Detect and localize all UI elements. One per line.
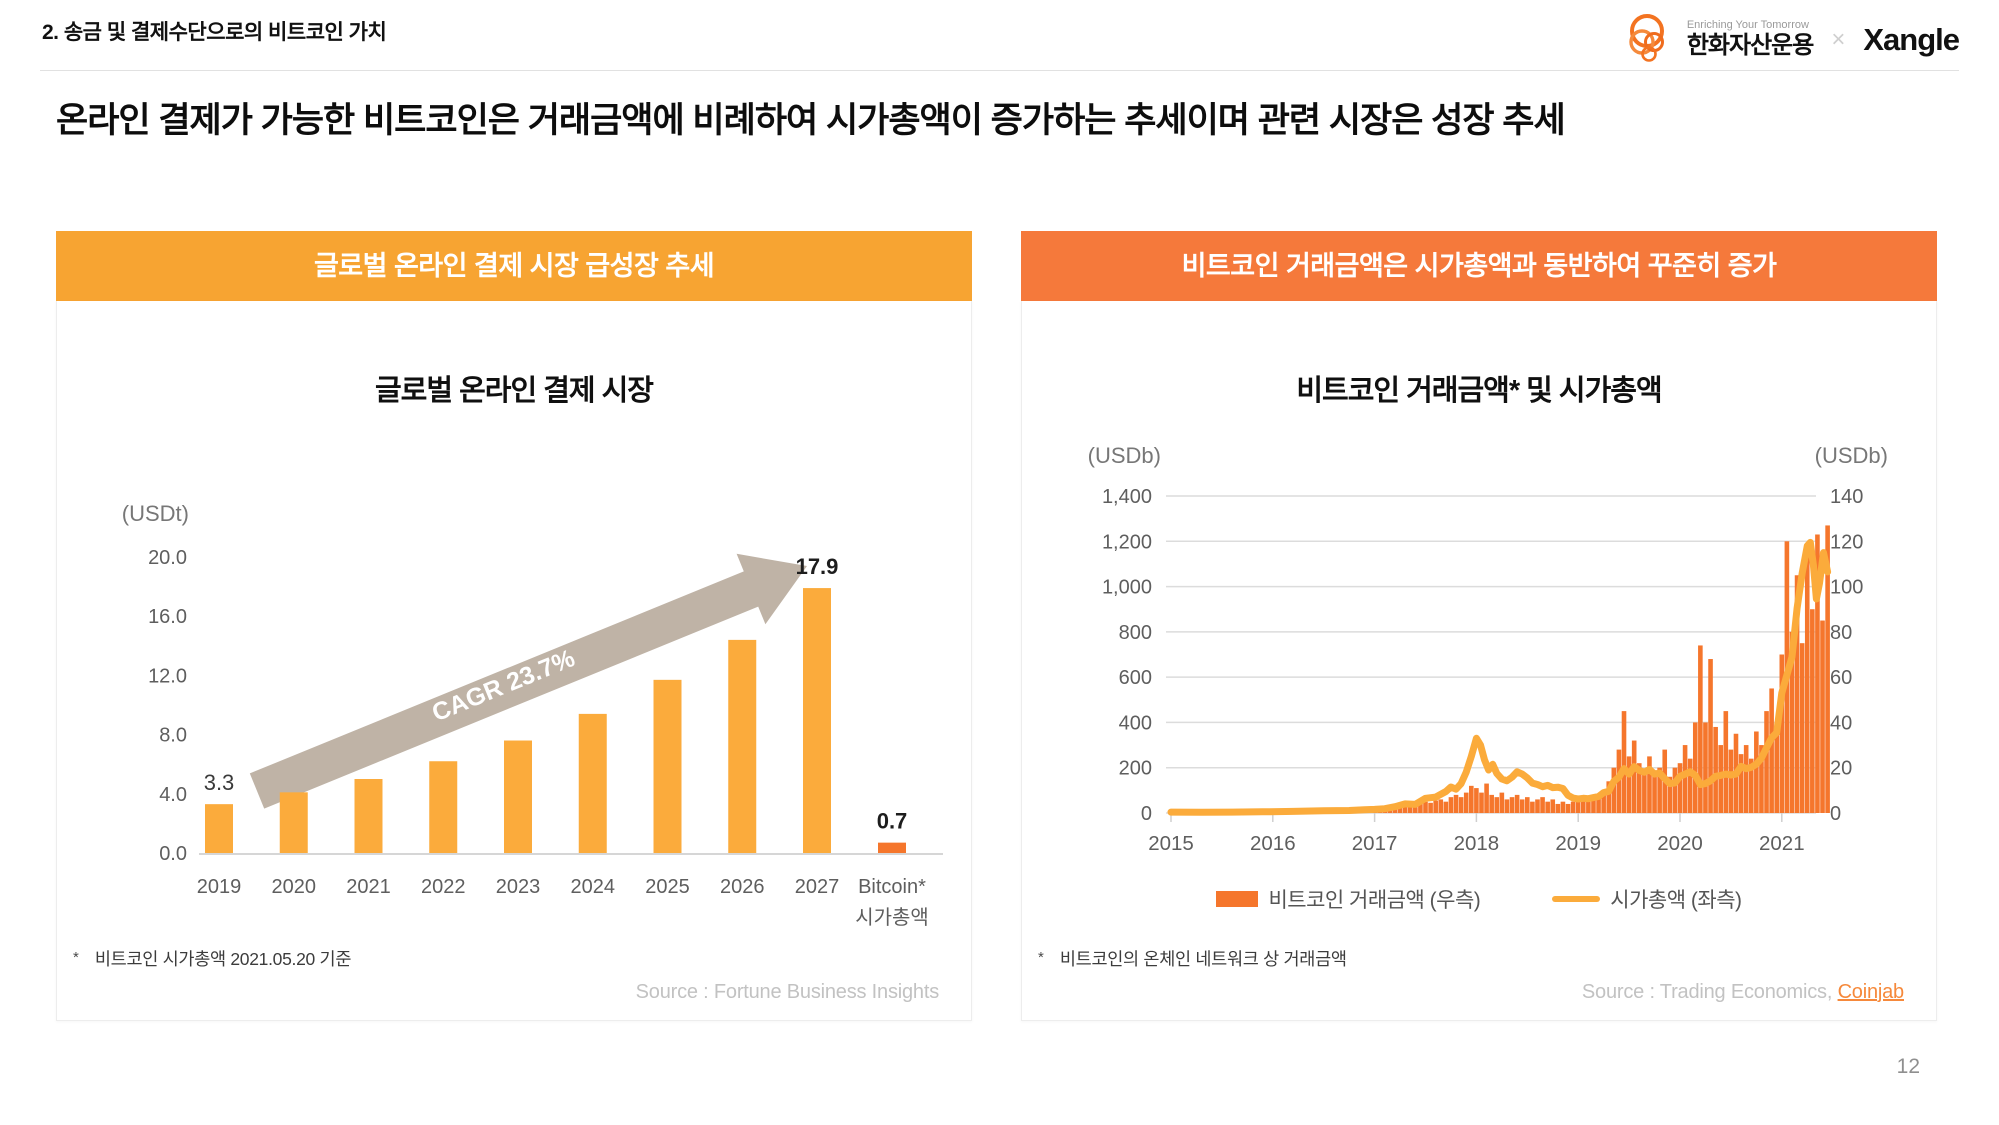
svg-text:2023: 2023 (496, 876, 541, 898)
svg-text:1,000: 1,000 (1102, 577, 1152, 599)
volume-swatch (1216, 891, 1259, 907)
logo-company-name: 한화자산운용 (1686, 32, 1814, 60)
left-chart-title: 글로벌 온라인 결제 시장 (375, 375, 654, 407)
volume-legend-label: 비트코인 거래금액 (우측) (1268, 889, 1481, 912)
bar-2023 (504, 740, 532, 853)
left-panel: 글로벌 온라인 결제 시장 급성장 추세 글로벌 온라인 결제 시장 (USDt… (56, 231, 972, 1021)
bar-2019 (205, 804, 233, 853)
svg-text:40: 40 (1830, 712, 1852, 734)
bars-group (205, 588, 906, 853)
bar-2025 (653, 679, 682, 853)
header-divider (40, 70, 1959, 71)
svg-text:600: 600 (1119, 667, 1152, 689)
mcap-line (1167, 538, 1832, 816)
svg-text:2020: 2020 (272, 876, 317, 898)
svg-text:2027: 2027 (795, 876, 840, 898)
right-axis-unit: (USDb) (1815, 443, 1888, 468)
bar-2027 (803, 588, 831, 853)
footnote-asterisk: * (73, 949, 79, 966)
svg-text:60: 60 (1830, 667, 1852, 689)
left-footnote-text: 비트코인 시가총액 2021.05.20 기준 (94, 949, 352, 969)
svg-text:Bitcoin*: Bitcoin* (858, 876, 926, 898)
left-axis-unit: (USDb) (1088, 443, 1161, 468)
right-source: Source : Trading Economics, Coinjab (1582, 981, 1904, 1004)
svg-text:2018: 2018 (1454, 832, 1500, 855)
right-panel-header: 비트코인 거래금액은 시가총액과 동반하여 꾸준히 증가 (1021, 231, 1937, 301)
svg-text:2024: 2024 (571, 876, 616, 898)
left-axis-unit: (USDt) (122, 501, 189, 526)
svg-text:80: 80 (1830, 622, 1852, 644)
bar-2024 (578, 713, 607, 853)
coinjab-link[interactable]: Coinjab (1837, 981, 1905, 1003)
bar-2021 (354, 779, 383, 853)
legend-item-mcap: 시가총액 (좌측) (1552, 884, 1742, 914)
left-source: Source : Fortune Business Insights (635, 981, 940, 1003)
svg-text:1,200: 1,200 (1102, 531, 1152, 553)
bar-Bitcoin* (878, 842, 906, 853)
bar-2020 (279, 792, 308, 853)
svg-text:1,400: 1,400 (1102, 486, 1152, 508)
xangle-logo: Xangle (1863, 21, 1960, 57)
svg-text:2015: 2015 (1148, 832, 1194, 855)
bar-2022 (429, 761, 458, 853)
svg-text:4.0: 4.0 (159, 784, 187, 806)
left-footnote: * 비트코인 시가총액 2021.05.20 기준 (73, 946, 351, 971)
svg-text:20: 20 (1830, 758, 1852, 780)
section-title: 2. 송금 및 결제수단으로의 비트코인 가치 (42, 21, 387, 44)
svg-text:2025: 2025 (645, 876, 690, 898)
bar-value-label: 17.9 (796, 554, 839, 579)
right-panel: 비트코인 거래금액은 시가총액과 동반하여 꾸준히 증가 비트코인 거래금액* … (1021, 231, 1937, 1021)
bar-value-label: 0.7 (877, 809, 908, 834)
footnote-asterisk: * (1038, 949, 1044, 966)
chart-legend: 비트코인 거래금액 (우측) 시가총액 (좌측) (1022, 884, 1936, 914)
bar-value-label: 3.3 (204, 770, 235, 795)
svg-text:2017: 2017 (1352, 832, 1398, 855)
svg-text:2021: 2021 (346, 876, 391, 898)
logo-block: Enriching Your Tomorrow 한화자산운용 × Xangle (1623, 10, 1960, 69)
page-number: 12 (1896, 1055, 1920, 1078)
svg-text:16.0: 16.0 (148, 606, 187, 628)
legend-item-volume: 비트코인 거래금액 (우측) (1216, 884, 1481, 914)
right-chart-title: 비트코인 거래금액* 및 시가총액 (1296, 375, 1662, 407)
svg-text:2020: 2020 (1657, 832, 1703, 855)
slide-title: 온라인 결제가 가능한 비트코인은 거래금액에 비례하여 시가총액이 증가하는 … (56, 101, 1566, 140)
svg-text:0: 0 (1830, 803, 1841, 825)
volume-bars (1168, 525, 1830, 813)
right-panel-body: 비트코인 거래금액* 및 시가총액 (USDb) (USDb) 1,400 140 1,… (1021, 301, 1937, 1021)
svg-text:8.0: 8.0 (159, 725, 187, 747)
logo-separator: × (1831, 25, 1846, 53)
hanwha-logo-text: Enriching Your Tomorrow 한화자산운용 (1686, 19, 1814, 60)
svg-text:400: 400 (1119, 712, 1152, 734)
svg-text:2021: 2021 (1759, 832, 1805, 855)
svg-text:2026: 2026 (720, 876, 765, 898)
mcap-swatch (1552, 896, 1601, 902)
right-source-text: Source : Trading Economics, (1581, 981, 1838, 1003)
bar-2026 (728, 639, 757, 853)
right-footnote: * 비트코인의 온체인 네트워크 상 거래금액 (1038, 946, 1347, 971)
svg-text:20.0: 20.0 (148, 547, 187, 569)
right-footnote-text: 비트코인의 온체인 네트워크 상 거래금액 (1059, 949, 1347, 969)
svg-text:800: 800 (1119, 622, 1152, 644)
logo-tagline: Enriching Your Tomorrow (1686, 19, 1809, 32)
mcap-legend-label: 시가총액 (좌측) (1610, 889, 1742, 912)
left-panel-body: 글로벌 온라인 결제 시장 (USDt) 20.0 16.0 12.0 8.0 4.0 0.… (56, 301, 972, 1021)
svg-text:0.0: 0.0 (159, 843, 187, 865)
svg-text:100: 100 (1830, 577, 1863, 599)
left-panel-header: 글로벌 온라인 결제 시장 급성장 추세 (56, 231, 972, 301)
svg-text:2019: 2019 (197, 876, 242, 898)
svg-text:0: 0 (1141, 803, 1152, 825)
svg-text:12.0: 12.0 (148, 665, 187, 687)
svg-text:120: 120 (1830, 531, 1863, 553)
bitcoin-mcap-label-line2: 시가총액 (855, 906, 929, 929)
hanwha-logo-icon (1623, 10, 1675, 69)
svg-text:2022: 2022 (421, 876, 466, 898)
svg-text:200: 200 (1119, 758, 1152, 780)
svg-text:140: 140 (1830, 486, 1863, 508)
svg-text:2016: 2016 (1250, 832, 1296, 855)
svg-text:2019: 2019 (1555, 832, 1601, 855)
